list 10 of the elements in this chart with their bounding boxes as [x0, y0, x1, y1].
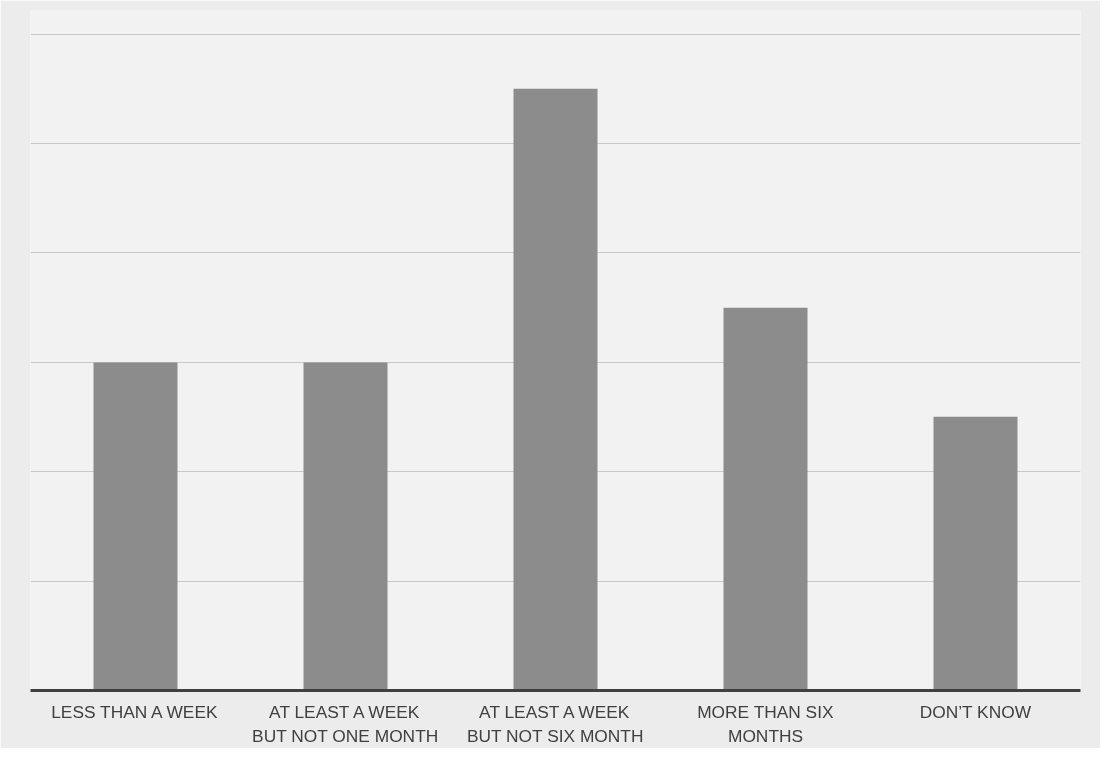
- bar: [93, 362, 178, 691]
- x-tick-label: AT LEAST A WEEK BUT NOT ONE MONTH: [252, 701, 439, 746]
- bar: [933, 416, 1018, 691]
- x-tick-label: LESS THAN A WEEK: [51, 701, 218, 722]
- x-tick-label: MORE THAN SIX MONTHS: [697, 701, 834, 746]
- x-tick-label: AT LEAST A WEEK BUT NOT SIX MONTH: [466, 701, 644, 746]
- bar: [513, 88, 598, 691]
- bar: [303, 362, 388, 691]
- bar: [723, 307, 808, 691]
- x-tick-label: DON’T KNOW: [919, 701, 1032, 722]
